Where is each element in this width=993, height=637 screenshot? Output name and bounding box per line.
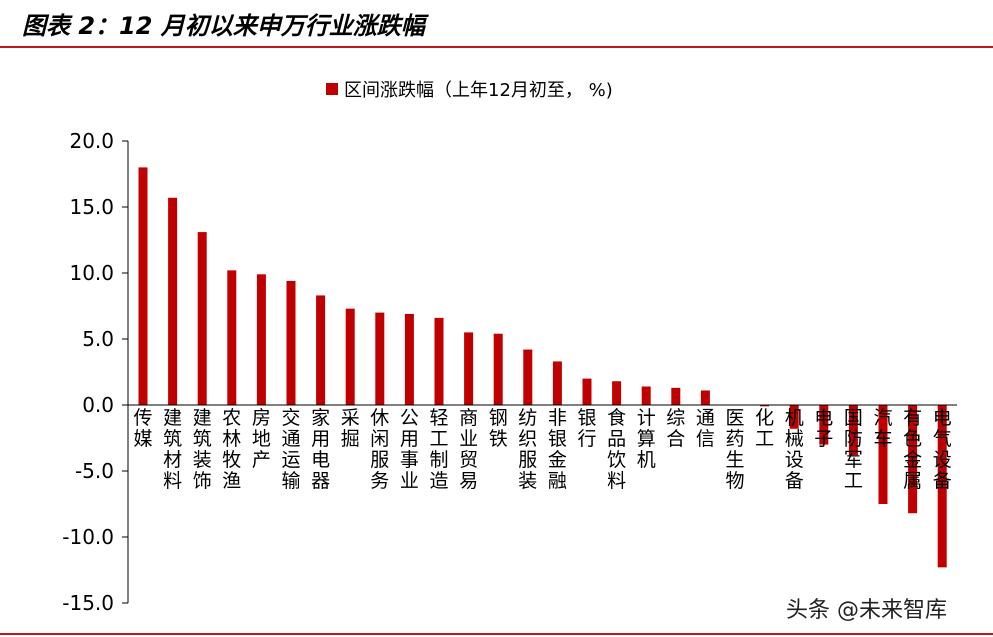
x-tick-label: 机械设备	[785, 407, 804, 492]
x-tick-label: 化工	[755, 407, 774, 450]
bar	[138, 167, 148, 405]
x-tick-label: 银行	[577, 407, 596, 450]
x-tick-label: 综合	[666, 407, 685, 450]
x-tick-label: 建筑装饰	[193, 407, 212, 492]
y-tick-label: 15.0	[69, 195, 114, 219]
x-tick-label: 休闲服务	[370, 407, 389, 492]
x-tick-label: 计算机	[637, 407, 656, 471]
bar	[908, 405, 918, 514]
y-tick-label: -15.0	[62, 591, 114, 615]
x-tick-label: 电气设备	[933, 407, 952, 492]
x-tick-label: 食品饮料	[607, 407, 626, 492]
x-tick-label: 传媒	[133, 407, 152, 450]
bar	[523, 349, 533, 405]
page-title: 图表 2：12 月初以来申万行业涨跌幅	[22, 12, 425, 40]
bar	[464, 332, 474, 405]
x-tick-label: 电子	[814, 407, 833, 450]
bar	[493, 333, 503, 405]
bar	[878, 405, 888, 504]
x-tick-label: 房地产	[252, 407, 271, 471]
bar	[256, 274, 266, 405]
legend-label: 区间涨跌幅（上年12月初至， %)	[344, 80, 613, 101]
x-tick-label: 非银金融	[548, 407, 567, 492]
x-tick-label: 纺织服装	[518, 407, 537, 492]
bar	[286, 280, 296, 405]
bar	[819, 405, 829, 445]
bar	[404, 313, 414, 405]
bar	[641, 386, 651, 405]
x-tick-label: 公用事业	[400, 407, 419, 492]
bar	[848, 405, 858, 456]
bar	[760, 405, 770, 407]
x-tick-label: 钢铁	[489, 407, 508, 450]
y-tick-label: 0.0	[82, 393, 114, 417]
x-tick-label: 采掘	[341, 407, 360, 450]
bar	[345, 308, 355, 405]
watermark: 头条 @未来智库	[786, 598, 947, 623]
y-tick-label: 20.0	[69, 129, 114, 153]
bar	[937, 405, 947, 568]
x-tick-label: 通信	[696, 407, 715, 450]
bar	[671, 387, 681, 405]
legend-swatch	[326, 83, 338, 95]
y-tick-label: 10.0	[69, 261, 114, 285]
bar	[316, 295, 326, 405]
x-tick-label: 商业贸易	[459, 407, 478, 492]
title-bar: 图表 2：12 月初以来申万行业涨跌幅	[0, 0, 993, 48]
y-tick-label: 5.0	[82, 327, 114, 351]
bar	[197, 232, 207, 405]
bar	[700, 390, 710, 405]
x-tick-label: 家用电器	[311, 407, 330, 492]
x-tick-label: 汽车	[873, 407, 892, 450]
x-tick-label: 医药生物	[725, 407, 744, 492]
bar	[168, 197, 178, 405]
bottom-divider	[0, 633, 993, 635]
bar	[227, 270, 237, 405]
y-tick-label: -10.0	[62, 525, 114, 549]
x-tick-label: 交通运输	[281, 407, 300, 492]
bar	[789, 405, 799, 429]
x-tick-label: 建筑材料	[163, 407, 182, 492]
title-divider	[0, 46, 993, 48]
x-tick-label: 农林牧渔	[222, 407, 241, 492]
x-tick-label: 有色金属	[903, 407, 922, 492]
y-tick-label: -5.0	[75, 459, 114, 483]
x-tick-label: 国防军工	[844, 407, 863, 492]
bar	[375, 312, 385, 405]
bar	[582, 378, 592, 405]
bar	[612, 381, 622, 405]
bar	[434, 317, 444, 405]
x-tick-label: 轻工制造	[429, 407, 448, 492]
bar	[552, 361, 562, 405]
